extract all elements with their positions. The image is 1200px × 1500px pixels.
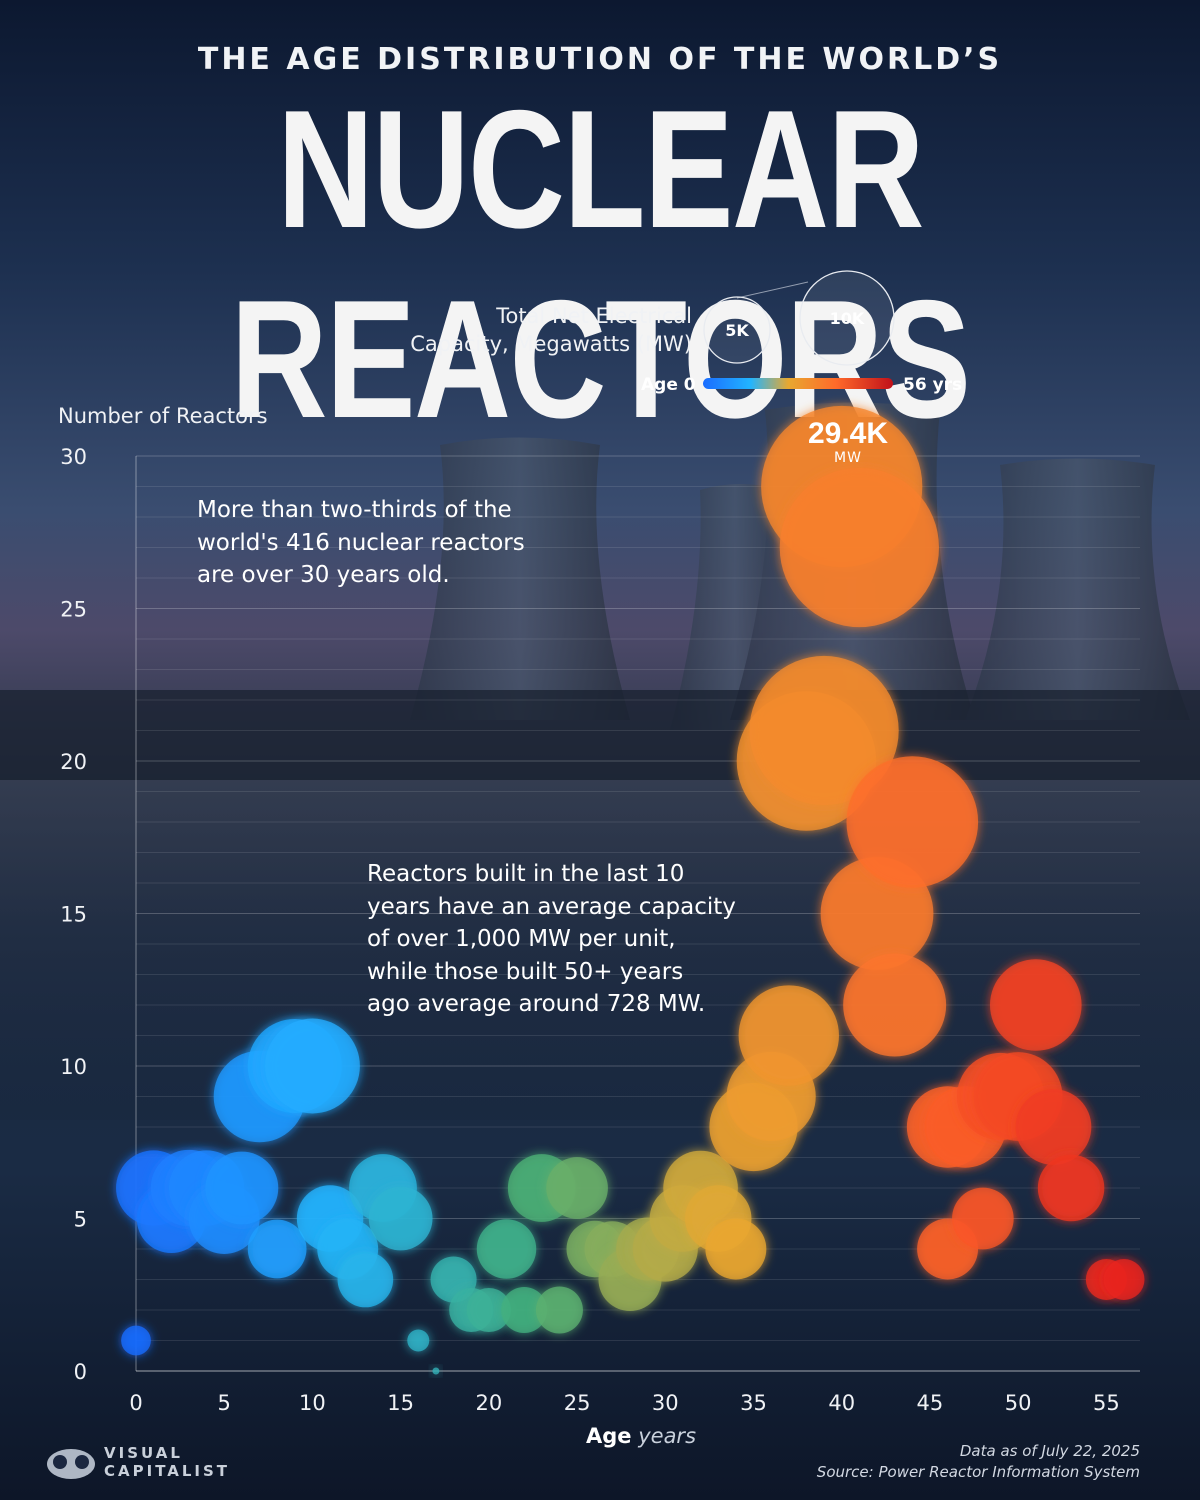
bubble	[121, 1325, 151, 1356]
peak-value: 29.4K	[807, 417, 889, 450]
size-legend-10k-label: 10K	[830, 309, 865, 328]
x-tick-label: 50	[1005, 1391, 1032, 1415]
x-tick-label: 15	[387, 1391, 414, 1415]
bubble	[738, 985, 839, 1086]
bubble	[843, 953, 947, 1057]
color-legend-end: 56 yrs	[903, 375, 963, 395]
bubble	[1015, 1089, 1092, 1165]
source-note: Source: Power Reactor Information System	[816, 1463, 1140, 1481]
annotation-two-thirds-line3: are over 30 years old.	[197, 562, 450, 588]
x-tick-label: 35	[740, 1391, 767, 1415]
peak-callout: 29.4K MW	[793, 417, 903, 467]
bubble	[749, 655, 899, 806]
x-tick-label: 20	[475, 1391, 502, 1415]
treeline	[0, 690, 1200, 780]
logo-text-line2: CAPITALIST	[104, 1462, 231, 1480]
bubble	[264, 1018, 360, 1114]
size-legend-5k-label: 5K	[725, 321, 749, 340]
y-tick-label: 10	[60, 1055, 87, 1079]
age-color-scale	[703, 378, 893, 389]
bubble	[705, 1218, 767, 1280]
size-legend-label-line2: Capacity, Megawatts (MW)	[410, 332, 692, 356]
color-legend-start: Age 0	[641, 375, 696, 395]
size-legend-10k-circle	[799, 270, 895, 366]
peak-unit: MW	[834, 450, 862, 466]
bubble	[779, 467, 939, 628]
bubble	[846, 756, 979, 888]
annotation-capacity-line1: Reactors built in the last 10	[367, 861, 685, 887]
bubble	[546, 1157, 608, 1219]
y-tick-label: 30	[60, 445, 87, 469]
x-axis-title: Age years	[586, 1424, 696, 1448]
y-tick-label: 0	[74, 1360, 87, 1384]
bubble	[476, 1219, 537, 1279]
y-tick-label: 15	[60, 903, 87, 927]
y-axis-title: Number of Reactors	[58, 404, 268, 428]
bubble	[432, 1367, 440, 1375]
visual-capitalist-logo: VISUAL CAPITALIST	[44, 1440, 234, 1482]
size-legend-label-line1: Total Net Electrical	[496, 304, 692, 328]
x-axis-title-unit: years	[638, 1424, 697, 1448]
x-tick-label: 25	[564, 1391, 591, 1415]
bubble	[247, 1219, 307, 1279]
x-tick-label: 0	[129, 1391, 142, 1415]
x-axis-title-text: Age	[586, 1424, 632, 1448]
x-tick-label: 5	[218, 1391, 231, 1415]
size-legend-5k-circle	[703, 296, 771, 364]
x-tick-label: 30	[652, 1391, 679, 1415]
bubble	[535, 1286, 583, 1334]
size-legend-label: Total Net Electrical Capacity, Megawatts…	[372, 302, 692, 358]
annotation-capacity-line5: ago average around 728 MW.	[367, 991, 706, 1017]
bubble	[407, 1329, 430, 1352]
bubble	[989, 959, 1082, 1051]
bubble	[205, 1151, 279, 1225]
logo-icon	[47, 1449, 95, 1479]
data-date: Data as of July 22, 2025	[959, 1442, 1140, 1460]
logo-text-line1: VISUAL	[104, 1444, 183, 1462]
y-tick-label: 5	[74, 1208, 87, 1232]
x-tick-label: 55	[1093, 1391, 1120, 1415]
bubble	[368, 1186, 433, 1251]
x-tick-label: 40	[828, 1391, 855, 1415]
annotation-two-thirds-line2: world's 416 nuclear reactors	[197, 529, 525, 556]
chart-subtitle: THE AGE DISTRIBUTION OF THE WORLD’S	[197, 42, 1003, 77]
y-tick-label: 25	[60, 598, 87, 622]
bubble	[337, 1251, 394, 1308]
y-tick-label: 20	[60, 750, 87, 774]
annotation-capacity: Reactors built in the last 10 years have…	[367, 858, 736, 1021]
annotation-two-thirds: More than two-thirds of the world's 416 …	[197, 494, 525, 592]
annotation-capacity-line3: of over 1,000 MW per unit,	[367, 926, 676, 952]
bubble	[466, 1287, 511, 1333]
x-tick-label: 10	[299, 1391, 326, 1415]
bubble	[501, 1286, 548, 1334]
annotation-two-thirds-line1: More than two-thirds of the	[197, 497, 512, 523]
bubble	[952, 1187, 1014, 1250]
bubble	[1037, 1154, 1105, 1222]
annotation-capacity-line2: years have an average capacity	[367, 893, 736, 920]
x-tick-label: 45	[917, 1391, 944, 1415]
bubble	[1103, 1259, 1145, 1300]
annotation-capacity-line4: while those built 50+ years	[367, 958, 684, 985]
